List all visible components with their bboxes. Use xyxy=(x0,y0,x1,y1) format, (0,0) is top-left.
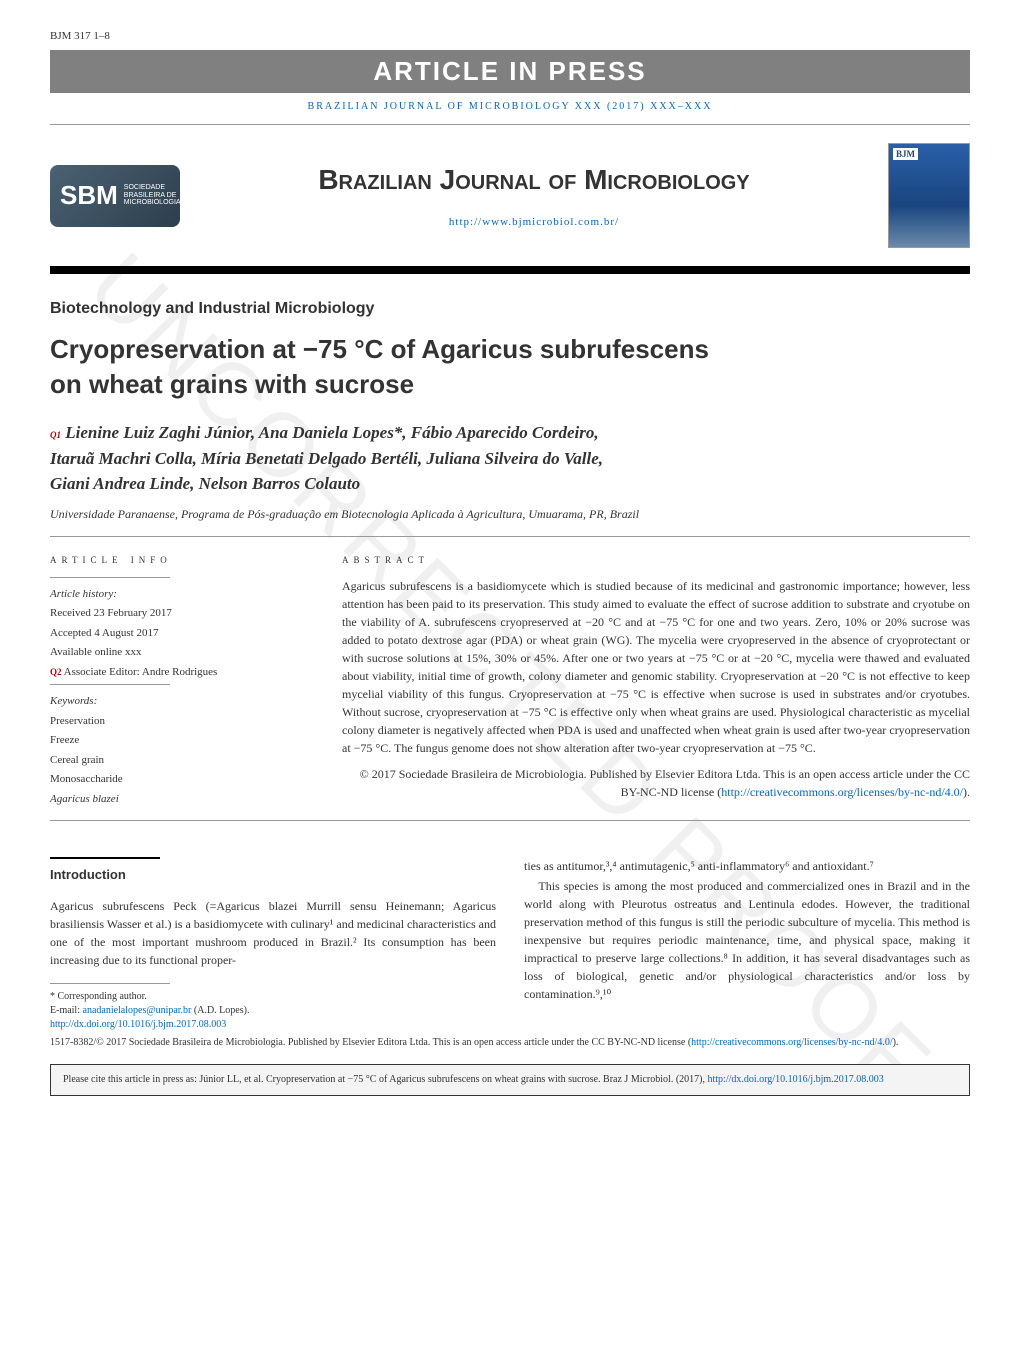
keyword: Preservation xyxy=(50,713,306,730)
cite-doi-link[interactable]: http://dx.doi.org/10.1016/j.bjm.2017.08.… xyxy=(707,1074,883,1085)
journal-cover-thumbnail: BJM xyxy=(888,143,970,248)
received-date: Received 23 February 2017 xyxy=(50,605,306,622)
journal-reference: BRAZILIAN JOURNAL OF MICROBIOLOGY XXX (2… xyxy=(50,101,970,112)
associate-editor: Q2 Associate Editor: Andre Rodrigues xyxy=(50,664,306,681)
accepted-date: Accepted 4 August 2017 xyxy=(50,625,306,642)
sbm-logo-subtext: Sociedade Brasileira de Microbiologia xyxy=(124,184,181,207)
authors: Q1 Lienine Luiz Zaghi Júnior, Ana Daniel… xyxy=(50,420,970,497)
sbm-logo-text: SBM xyxy=(60,180,118,211)
left-column: Introduction Agaricus subrufescens Peck … xyxy=(50,857,496,1032)
keywords-label: Keywords: xyxy=(50,693,306,710)
sbm-logo: SBM Sociedade Brasileira de Microbiologi… xyxy=(50,165,180,227)
abstract-column: abstract Agaricus subrufescens is a basi… xyxy=(342,551,970,811)
abstract-text: Agaricus subrufescens is a basidiomycete… xyxy=(342,577,970,757)
section-label: Biotechnology and Industrial Microbiolog… xyxy=(50,300,970,318)
journal-header: SBM Sociedade Brasileira de Microbiologi… xyxy=(50,124,970,274)
q1-marker: Q1 xyxy=(50,430,61,440)
keyword: Agaricus blazei xyxy=(50,791,306,808)
citation-box: Please cite this article in press as: Jú… xyxy=(50,1064,970,1096)
keyword: Cereal grain xyxy=(50,752,306,769)
divider xyxy=(50,536,970,537)
article-info-column: article info Article history: Received 2… xyxy=(50,551,306,811)
license-link[interactable]: http://creativecommons.org/licenses/by-n… xyxy=(721,785,963,799)
article-id: BJM 317 1–8 xyxy=(50,30,110,42)
info-rule xyxy=(50,577,170,578)
top-bar: BJM 317 1–8 xyxy=(50,30,970,42)
body-columns: Introduction Agaricus subrufescens Peck … xyxy=(50,857,970,1032)
cover-label: BJM xyxy=(893,148,918,160)
abstract-heading: abstract xyxy=(342,551,970,567)
divider-2 xyxy=(50,820,970,821)
affiliation: Universidade Paranaense, Programa de Pós… xyxy=(50,507,970,522)
intro-heading: Introduction xyxy=(50,857,160,885)
intro-paragraph-right-2: This species is among the most produced … xyxy=(524,877,970,1003)
license-link-bottom[interactable]: http://creativecommons.org/licenses/by-n… xyxy=(691,1037,892,1048)
copyright: © 2017 Sociedade Brasileira de Microbiol… xyxy=(342,765,970,801)
history-label: Article history: xyxy=(50,586,306,603)
license-block: 1517-8382/© 2017 Sociedade Brasileira de… xyxy=(50,1036,970,1050)
intro-paragraph-right-1: ties as antitumor,³,⁴ antimutagenic,⁵ an… xyxy=(524,857,970,875)
journal-url[interactable]: http://www.bjmicrobiol.com.br/ xyxy=(180,216,888,228)
article-title: Cryopreservation at −75 °C of Agaricus s… xyxy=(50,332,970,402)
info-rule-2 xyxy=(50,684,170,685)
online-date: Available online xxx xyxy=(50,644,306,661)
keyword: Freeze xyxy=(50,732,306,749)
journal-title: Brazilian Journal of Microbiology xyxy=(180,164,888,196)
intro-paragraph-left: Agaricus subrufescens Peck (=Agaricus bl… xyxy=(50,897,496,969)
info-heading: article info xyxy=(50,551,306,567)
email-link[interactable]: anadanielalopes@unipar.br xyxy=(83,1005,192,1016)
right-column: ties as antitumor,³,⁴ antimutagenic,⁵ an… xyxy=(524,857,970,1032)
doi-link[interactable]: http://dx.doi.org/10.1016/j.bjm.2017.08.… xyxy=(50,1018,496,1032)
press-banner: ARTICLE IN PRESS xyxy=(50,50,970,93)
corresponding-author: * Corresponding author. xyxy=(50,990,496,1004)
keyword: Monosaccharide xyxy=(50,771,306,788)
footnote-separator xyxy=(50,983,170,984)
author-email: E-mail: anadanielalopes@unipar.br (A.D. … xyxy=(50,1004,496,1018)
q2-marker: Q2 xyxy=(50,667,62,677)
